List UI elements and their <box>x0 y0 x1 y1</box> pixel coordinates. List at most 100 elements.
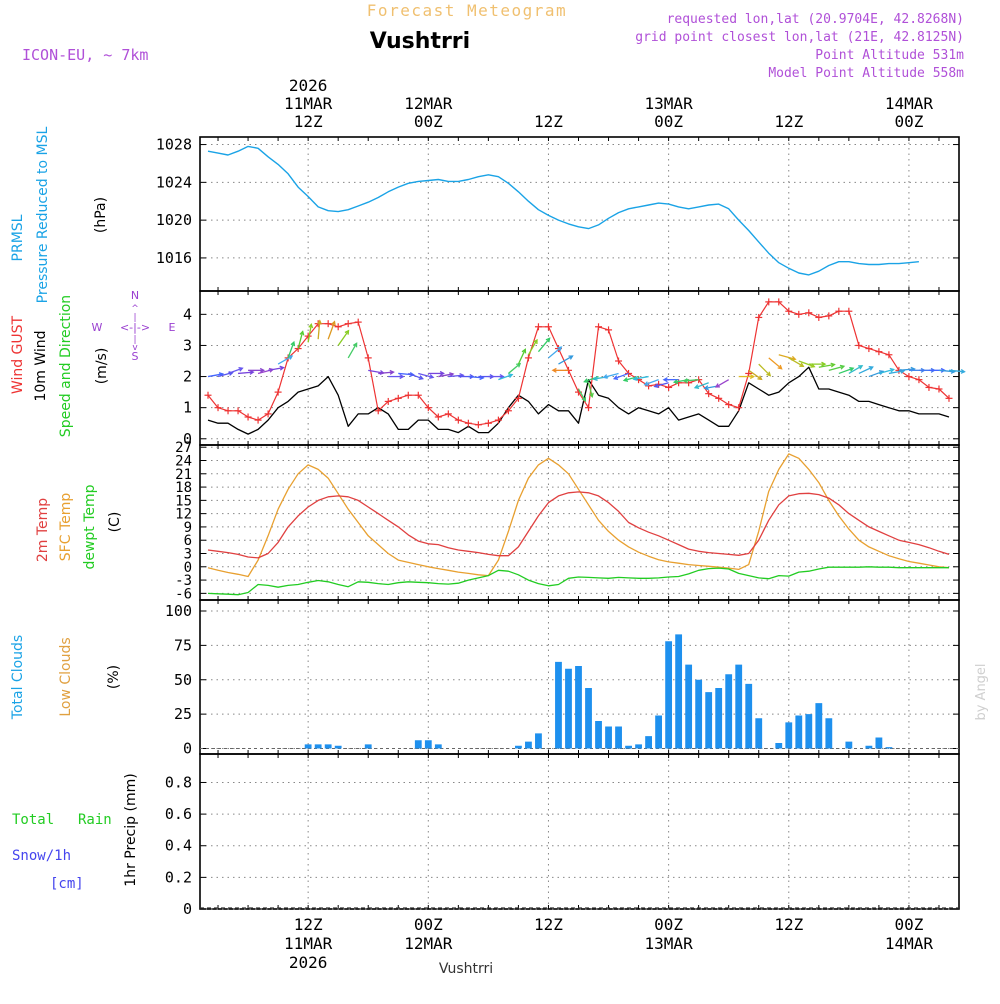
wind-arrow <box>337 330 350 346</box>
wind-arrow-head <box>521 348 527 354</box>
wind-arrow-head <box>662 377 668 383</box>
wind-arrow <box>537 337 551 353</box>
grid-point-coords: grid point closest lon,lat (21E, 42.8125… <box>635 30 964 45</box>
wind-arrow-head <box>889 367 896 373</box>
wind-arrow <box>888 370 905 375</box>
bottom-time-label: 12Z <box>294 915 323 934</box>
total-cloud-bar <box>334 745 342 749</box>
bottom-time-label: 13MAR <box>645 934 694 953</box>
app-title: Forecast Meteogram <box>367 1 567 20</box>
wind-10m-label: 10m Wind <box>33 330 49 401</box>
total-cloud-bar <box>735 664 743 749</box>
wind-arrow-head <box>418 375 424 380</box>
total-cloud-bar <box>304 744 312 749</box>
wind-arrow <box>517 349 526 365</box>
wind-arrow <box>828 365 845 371</box>
wind-arrow-head <box>830 362 836 368</box>
wind-arrow-head <box>533 338 538 345</box>
wind-arrow-head <box>632 376 638 382</box>
total-cloud-bar <box>525 741 532 749</box>
sfc-label-wrap: SFC Temp <box>58 493 74 562</box>
top-time-label: 00Z <box>414 112 443 131</box>
total-cloud-bar <box>364 744 372 749</box>
wind-arrow-head <box>612 375 619 380</box>
prmsl-label: PRMSL <box>10 214 26 261</box>
wind-arrow-head <box>516 362 522 368</box>
low-clouds-label-wrap: Low Clouds <box>58 637 74 716</box>
wind-arrow-head <box>331 320 336 326</box>
pressure-y-axis: 1016 1020 1024 1028 <box>156 136 959 267</box>
pressure-label: PRMSL <box>10 214 26 261</box>
wind-arrow-head <box>344 329 350 335</box>
wind-arrow-head <box>259 367 266 373</box>
wind-arrow-head <box>682 378 688 384</box>
y-tick-label: 50 <box>174 671 192 689</box>
precip-label: 1hr Precip (mm) <box>123 773 139 886</box>
precip-frame <box>199 753 960 910</box>
total-rain-label: Total <box>12 812 54 828</box>
wind-arrow-head <box>749 374 756 380</box>
total-clouds-label-wrap: Total Clouds <box>10 635 26 720</box>
sfc-temp-label: SFC Temp <box>58 493 74 562</box>
temp-unit: (C) <box>107 512 123 533</box>
wind-series <box>204 298 966 435</box>
dewpt-line <box>207 566 949 596</box>
wind-gust-label: Wind GUST <box>10 315 26 394</box>
total-cloud-bar <box>675 634 683 749</box>
wind-arrow-head <box>653 383 659 389</box>
top-time-label: 00Z <box>654 112 683 131</box>
wind-arrow-head <box>583 378 589 383</box>
bottom-time-label: 12Z <box>534 915 563 934</box>
model-name: ICON-EU, ~ 7km <box>22 46 148 64</box>
wind-arrow <box>715 379 730 388</box>
wind-arrow <box>633 375 649 380</box>
compass-s-arrow: v <box>132 343 138 353</box>
wind-arrow-head <box>308 322 314 329</box>
wind-arrow <box>237 371 254 375</box>
y-tick-label: 18 <box>175 480 192 496</box>
wind-arrow <box>587 382 593 397</box>
wind-arrow <box>227 367 243 375</box>
wind-arrow-head <box>622 377 629 383</box>
point-altitude: Point Altitude 531m <box>815 48 964 63</box>
wind-arrow-head <box>839 364 846 370</box>
total-cloud-bar <box>805 714 813 749</box>
compass-n-bar: | <box>133 313 136 323</box>
wind-arrow <box>408 372 423 380</box>
bottom-time-label: 12MAR <box>404 934 453 953</box>
wind-arrow-head <box>545 337 551 343</box>
clouds-y-axis: 0 25 50 75 100 <box>165 602 959 758</box>
credit-watermark: by Angel <box>974 663 989 720</box>
wind-arrow <box>577 388 586 402</box>
y-tick-label: 0 <box>183 900 192 918</box>
total-cloud-bar <box>595 721 602 749</box>
total-cloud-bar <box>565 668 572 749</box>
y-tick-label: 1024 <box>156 173 192 191</box>
wind-arrow <box>858 366 874 375</box>
pressure-label-2-wrap: Pressure Reduced to MSL <box>35 126 51 303</box>
wind10-line <box>207 366 950 435</box>
temp-unit-wrap: (C) <box>107 512 123 533</box>
wind-arrow-head <box>581 396 587 403</box>
compass-rose: N ^ | W <-|-> E | v S <box>92 289 176 363</box>
wind-arrow-head <box>249 369 255 375</box>
clouds-unit: (%) <box>106 665 122 689</box>
total-cloud-bar <box>875 737 883 749</box>
wind-dir-label: Speed and Direction <box>58 295 74 437</box>
wind-arrow-head <box>703 385 709 391</box>
total-cloud-bar <box>414 740 422 749</box>
wind-arrow-head <box>317 319 322 325</box>
total-clouds-label: Total Clouds <box>10 635 26 720</box>
temp2m-label: 2m Temp <box>35 498 51 562</box>
y-tick-label: 1028 <box>156 136 192 154</box>
y-tick-label: 12 <box>175 507 192 523</box>
wind-arrow-head <box>389 369 395 375</box>
wind-arrow-head <box>399 374 405 380</box>
y-tick-label: 3 <box>184 547 192 563</box>
wind-arrow-head <box>821 361 827 367</box>
clouds-series <box>200 634 959 749</box>
y-tick-label: 1 <box>183 399 192 417</box>
